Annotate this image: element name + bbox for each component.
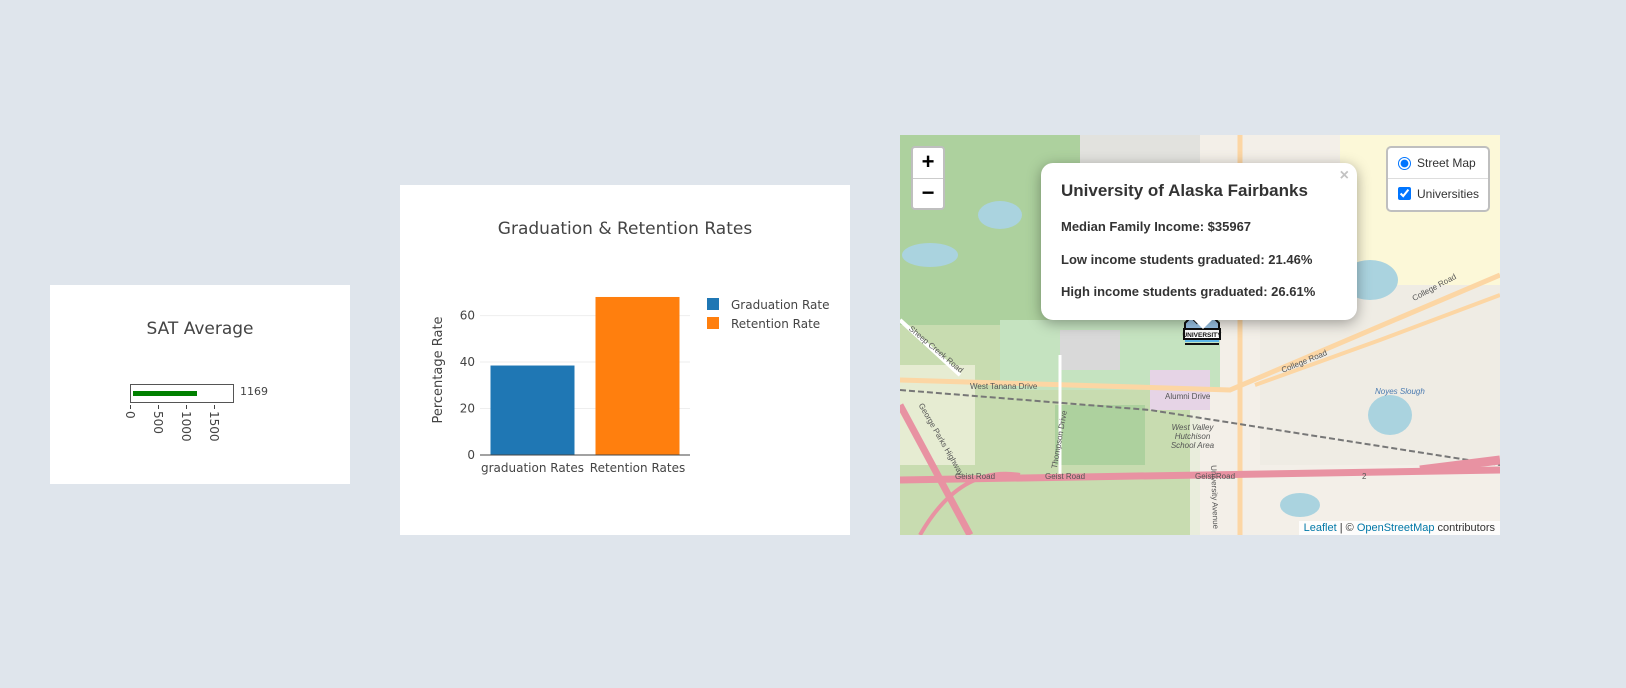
layers-control: Street Map Universities [1386, 146, 1490, 212]
street-label: Noyes Slough [1375, 387, 1425, 396]
zoom-control: + − [911, 146, 945, 210]
sat-average-chart: SAT Average 1169 0 500 1000 1500 [50, 285, 350, 484]
map[interactable]: West Tanana Drive Alumni Drive College R… [900, 135, 1500, 535]
popup-high-income-grad: High income students graduated: 26.61% [1061, 284, 1316, 299]
sat-chart-title: SAT Average [146, 319, 254, 339]
street-label: Geist Road [1195, 472, 1236, 481]
street-label: West Tanana Drive [970, 382, 1038, 391]
popup-title: University of Alaska Fairbanks [1061, 181, 1308, 200]
legend-swatch[interactable] [707, 317, 719, 329]
sat-axis-tick [214, 405, 216, 409]
svg-text:UNIVERSITY: UNIVERSITY [1182, 332, 1222, 339]
attribution-sep: | © [1336, 522, 1357, 534]
leaflet-link[interactable]: Leaflet [1303, 522, 1337, 534]
layer-label: Universities [1417, 186, 1480, 201]
sat-gauge-track [130, 384, 234, 403]
sat-axis-tick [158, 405, 160, 409]
graduation-retention-chart: Graduation & Retention Rates Percentage … [400, 185, 850, 535]
layer-universities[interactable]: Universities [1388, 178, 1488, 208]
bar [490, 365, 575, 455]
popup-median-income: Median Family Income: $35967 [1061, 219, 1252, 234]
sat-axis-tick [186, 405, 188, 409]
sat-axis-tick [130, 405, 131, 409]
zoom-out-button[interactable]: − [913, 178, 943, 209]
y-tick-label: 20 [460, 402, 475, 416]
sat-value-label: 1169 [240, 385, 268, 398]
universities-checkbox[interactable] [1398, 187, 1411, 200]
y-tick-label: 0 [467, 448, 475, 462]
sat-axis-tick-label: 500 [151, 411, 166, 434]
sat-axis-tick-label: 0 [123, 411, 137, 419]
popup-tip [1193, 319, 1213, 329]
y-tick-label: 40 [460, 355, 475, 369]
bar [595, 296, 680, 455]
street-label: 2 [1362, 472, 1367, 481]
y-axis-label: Percentage Rate [431, 316, 446, 423]
legend-swatch[interactable] [707, 298, 719, 310]
layer-label: Street Map [1417, 156, 1476, 170]
rates-chart-svg: Graduation & Retention Rates Percentage … [431, 219, 829, 475]
legend-label[interactable]: Retention Rate [731, 317, 820, 331]
university-popup: × University of Alaska Fairbanks Median … [1041, 163, 1357, 320]
sat-axis-tick-label: 1500 [207, 411, 222, 442]
attribution-tail: contributors [1434, 522, 1495, 534]
zoom-in-button[interactable]: + [921, 149, 935, 174]
legend-label[interactable]: Graduation Rate [731, 298, 829, 312]
sat-gauge-bar [133, 391, 197, 396]
popup-close-button[interactable]: × [1339, 167, 1349, 184]
map-attribution: Leaflet | © OpenStreetMap contributors [1298, 521, 1500, 535]
street-map-radio[interactable] [1398, 156, 1411, 170]
street-label: Alumni Drive [1165, 392, 1211, 401]
rates-chart-title: Graduation & Retention Rates [498, 219, 753, 239]
layer-street-map[interactable]: Street Map [1388, 148, 1488, 178]
y-tick-label: 60 [460, 309, 475, 323]
sat-axis-tick-label: 1000 [179, 411, 194, 442]
street-label: Geist Road [955, 472, 996, 481]
x-tick-label: Retention Rates [590, 461, 685, 475]
street-label: Geist Road [1045, 472, 1086, 481]
osm-link[interactable]: OpenStreetMap [1356, 522, 1435, 534]
popup-low-income-grad: Low income students graduated: 21.46% [1061, 252, 1313, 267]
x-tick-label: graduation Rates [481, 461, 584, 475]
street-label: West Valley Hutchison School Area [1170, 423, 1215, 450]
